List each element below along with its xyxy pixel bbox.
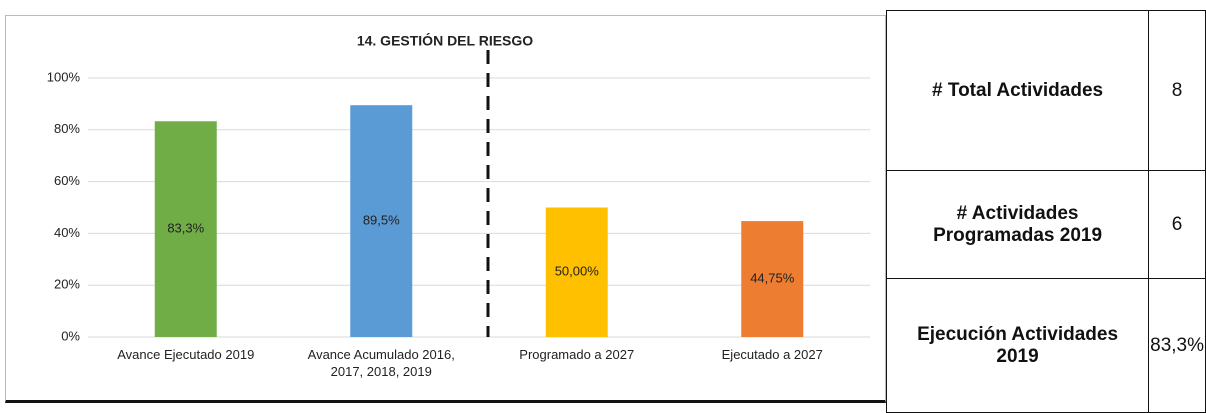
bar: [545, 207, 608, 337]
value-label: 50,00%: [555, 264, 600, 279]
chart: 14. GESTIÓN DEL RIESGO 0% 20% 40% 60% 80% 100…: [47, 32, 870, 343]
y-tick-label: 80%: [54, 121, 80, 136]
value-label: 44,75%: [750, 270, 795, 285]
y-tick-label: 100%: [47, 69, 81, 84]
y-tick-label: 0%: [61, 328, 80, 343]
bar: [154, 121, 217, 338]
bar: [350, 105, 413, 337]
table-value: 8: [1148, 10, 1206, 171]
y-tick-label: 40%: [54, 225, 80, 240]
summary-table: # Total Actividades 8 # Actividades Progr…: [885, 10, 1206, 413]
table-key: # Actividades Programadas 2019: [885, 170, 1150, 279]
table-value: 83,3%: [1148, 278, 1206, 413]
x-tick-label: Avance Ejecutado 2019: [117, 347, 255, 362]
y-tick-label: 20%: [54, 277, 80, 292]
table-key: # Total Actividades: [885, 10, 1150, 171]
chart-frame: [5, 15, 886, 403]
x-tick-label: Programado a 2027: [519, 347, 635, 362]
value-label: 89,5%: [363, 213, 400, 228]
x-tick-label: Avance Acumulado 2016, 2017, 2018, 2019: [307, 347, 455, 379]
table-value: 6: [1148, 170, 1206, 279]
x-tick-label: Ejecutado a 2027: [721, 347, 823, 362]
y-tick-label: 60%: [54, 173, 80, 188]
bar: [741, 221, 804, 337]
table-key: Ejecución Actividades 2019: [885, 278, 1150, 413]
value-label: 83,3%: [167, 221, 204, 236]
chart-title: 14. GESTIÓN DEL RIESGO: [357, 32, 533, 49]
